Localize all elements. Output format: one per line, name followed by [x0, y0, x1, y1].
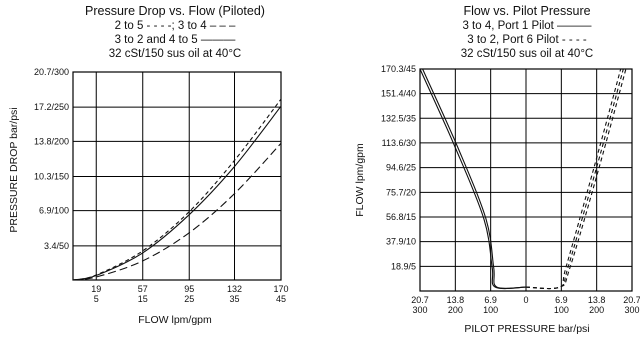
y-tick-label: 170.3/45 [381, 64, 416, 74]
x-axis-label: FLOW lpm/gpm [138, 314, 212, 326]
x-tick-label-secondary: 45 [276, 294, 286, 304]
series-line-3-short-dash [525, 68, 624, 290]
y-tick-label: 10.3/150 [34, 172, 69, 182]
series-line-0-solid [419, 68, 527, 290]
x-tick-label-secondary: 5 [94, 294, 99, 304]
y-tick-label: 151.4/40 [381, 89, 416, 99]
y-axis-label: FLOW lpm/gpm [354, 143, 366, 217]
x-tick-label: 95 [184, 284, 194, 294]
series-line-1-solid [422, 68, 527, 290]
x-tick-label: 6.9 [484, 295, 497, 305]
x-tick-label: 132 [227, 284, 242, 294]
y-tick-label: 13.8/200 [34, 136, 69, 146]
x-axis-label: PILOT PRESSURE bar/psi [464, 323, 589, 335]
x-tick-label: 6.9 [555, 295, 568, 305]
legend-line: 3 to 2, Port 6 Pilot - - - - [467, 34, 587, 46]
legend-line: 32 cSt/150 sus oil at 40°C [461, 48, 593, 60]
plot-frame [72, 71, 282, 281]
y-tick-label: 94.6/25 [386, 163, 416, 173]
series-line-0-short-dash [72, 98, 282, 281]
x-tick-label-secondary: 35 [229, 294, 239, 304]
y-tick-label: 37.9/10 [386, 237, 416, 247]
series-line-4-short-dash [525, 68, 627, 290]
y-tick-label: 56.8/15 [386, 212, 416, 222]
y-tick-label: 132.5/35 [381, 113, 416, 123]
y-tick-label: 75.7/20 [386, 187, 416, 197]
legend-line: 2 to 5 - - - -; 3 to 4 – – – [115, 20, 236, 32]
x-tick-label-secondary: 100 [483, 305, 498, 315]
y-tick-label: 17.2/250 [34, 102, 69, 112]
y-tick-label: 20.7/300 [34, 67, 69, 77]
legend-line: 32 cSt/150 sus oil at 40°C [109, 48, 241, 60]
y-tick-label: 113.6/30 [382, 138, 416, 148]
series-line-2-long-dash [72, 142, 282, 281]
x-tick-label: 57 [138, 284, 148, 294]
x-tick-label: 13.8 [588, 295, 606, 305]
x-tick-label: 20.7 [623, 295, 640, 305]
x-tick-label: 0 [523, 295, 528, 305]
x-tick-label: 19 [91, 284, 101, 294]
x-tick-label: 13.8 [447, 295, 465, 305]
x-tick-label-secondary: 25 [184, 294, 194, 304]
pressure-drop-chart: Pressure Drop vs. Flow (Piloted) 2 to 5 … [8, 4, 289, 326]
chart-title: Flow vs. Pilot Pressure [463, 4, 590, 18]
y-tick-label: 6.9/100 [39, 206, 69, 216]
x-tick-label-secondary: 300 [624, 305, 639, 315]
x-tick-label: 170 [273, 284, 288, 294]
x-tick-label-secondary: 100 [554, 305, 569, 315]
series-line-1-solid [72, 105, 282, 281]
legend-line: 3 to 4, Port 1 Pilot ——— [462, 20, 592, 32]
x-tick-label: 20.7 [411, 295, 429, 305]
x-tick-label-secondary: 200 [448, 305, 463, 315]
x-tick-label-secondary: 200 [589, 305, 604, 315]
y-tick-label: 18.9/5 [391, 261, 416, 271]
chart-title: Pressure Drop vs. Flow (Piloted) [85, 4, 265, 18]
y-tick-label: 3.4/50 [44, 241, 69, 251]
x-tick-label-secondary: 15 [138, 294, 148, 304]
legend-line: 3 to 2 and 4 to 5 ——— [115, 34, 236, 46]
x-tick-label-secondary: 300 [412, 305, 427, 315]
y-axis-label: PRESSURE DROP bar/psi [8, 107, 20, 232]
series-line-2-short-dash [525, 68, 622, 290]
flow-vs-pilot-chart: Flow vs. Pilot Pressure 3 to 4, Port 1 P… [354, 4, 640, 335]
